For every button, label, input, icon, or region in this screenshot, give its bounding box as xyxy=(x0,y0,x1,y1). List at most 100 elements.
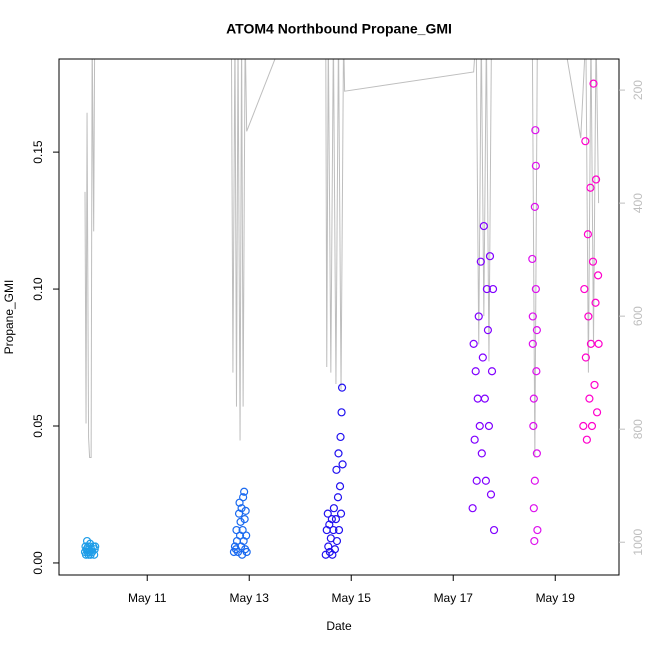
plot-area xyxy=(80,59,603,559)
data-point xyxy=(239,493,248,502)
data-point xyxy=(335,482,345,491)
data-point xyxy=(478,353,487,362)
data-point xyxy=(579,421,588,431)
data-point xyxy=(584,312,593,321)
data-point xyxy=(474,312,483,321)
data-point xyxy=(529,394,538,403)
y2-tick-label: 600 xyxy=(631,306,645,326)
data-point xyxy=(581,137,590,146)
data-point xyxy=(487,367,497,376)
data-point xyxy=(485,252,495,261)
x-tick-label: May 17 xyxy=(434,591,474,605)
data-point xyxy=(531,284,540,294)
data-point xyxy=(483,326,493,335)
data-point xyxy=(327,515,336,524)
data-point xyxy=(482,284,492,294)
data-point xyxy=(586,339,596,348)
plot-frame xyxy=(58,58,620,576)
data-point xyxy=(528,254,537,264)
data-point xyxy=(532,326,541,335)
data-point xyxy=(334,525,344,535)
data-point xyxy=(591,298,600,307)
data-point xyxy=(591,175,601,184)
data-point xyxy=(332,465,341,474)
y-axis-label: Propane_GMI xyxy=(2,280,16,355)
data-point xyxy=(242,531,251,540)
data-point xyxy=(481,476,490,485)
x-tick-label: May 11 xyxy=(128,591,167,605)
data-point xyxy=(477,449,486,458)
data-point xyxy=(530,202,539,211)
y-tick-label: 0.00 xyxy=(31,551,45,575)
x-tick-label: May 19 xyxy=(536,591,576,605)
data-point xyxy=(242,547,251,557)
data-point xyxy=(324,542,333,551)
data-point xyxy=(593,271,603,280)
data-point xyxy=(484,421,494,431)
x-tick-label: May 15 xyxy=(332,591,372,605)
data-point xyxy=(589,79,598,88)
data-point xyxy=(334,449,343,458)
data-point xyxy=(532,449,541,458)
data-point xyxy=(337,408,346,417)
data-point xyxy=(338,460,347,469)
data-point xyxy=(469,339,478,348)
data-point xyxy=(473,394,482,403)
data-point xyxy=(586,183,595,192)
data-point xyxy=(336,509,346,518)
data-point xyxy=(471,367,480,376)
data-point xyxy=(329,504,338,513)
data-point xyxy=(90,550,99,559)
data-line xyxy=(84,59,600,458)
data-point xyxy=(582,435,591,444)
data-point xyxy=(587,421,597,431)
data-point xyxy=(580,284,589,294)
data-point xyxy=(475,421,484,431)
data-point xyxy=(329,525,338,535)
data-point xyxy=(531,161,540,170)
data-point xyxy=(530,476,539,485)
data-point xyxy=(241,506,250,516)
data-point xyxy=(592,408,602,417)
y2-tick-label: 1000 xyxy=(631,529,645,556)
data-point xyxy=(581,353,590,362)
data-point xyxy=(479,221,488,231)
y2-tick-label: 400 xyxy=(631,193,645,213)
data-point xyxy=(480,394,489,403)
data-point xyxy=(583,230,592,239)
y-tick-label: 0.05 xyxy=(31,414,45,438)
data-point xyxy=(336,432,345,442)
data-point xyxy=(237,504,246,513)
data-point xyxy=(529,421,538,431)
data-point xyxy=(240,487,249,496)
data-point xyxy=(529,504,538,513)
data-point xyxy=(332,536,342,546)
data-point xyxy=(472,476,481,485)
data-point xyxy=(528,339,537,348)
data-point xyxy=(590,380,599,390)
x-tick-label: May 13 xyxy=(230,591,270,605)
y-tick-label: 0.10 xyxy=(31,277,45,301)
data-point xyxy=(240,515,249,524)
data-point xyxy=(594,339,603,348)
y2-tick-label: 800 xyxy=(631,419,645,439)
data-point xyxy=(528,312,537,321)
y2-tick-label: 200 xyxy=(631,80,645,100)
data-point xyxy=(588,257,598,266)
data-point xyxy=(532,367,541,376)
data-point xyxy=(337,383,347,392)
y-tick-label: 0.15 xyxy=(31,140,45,164)
data-point xyxy=(531,126,540,135)
data-point xyxy=(323,509,332,518)
chart-title: ATOM4 Northbound Propane_GMI xyxy=(226,21,452,37)
data-point xyxy=(331,515,341,524)
data-point xyxy=(236,517,245,526)
data-point xyxy=(530,536,539,546)
data-point xyxy=(486,490,496,499)
data-point xyxy=(470,435,479,444)
data-point xyxy=(585,394,594,403)
x-axis-label: Date xyxy=(326,619,352,633)
data-point xyxy=(533,525,542,535)
data-point xyxy=(330,545,340,554)
